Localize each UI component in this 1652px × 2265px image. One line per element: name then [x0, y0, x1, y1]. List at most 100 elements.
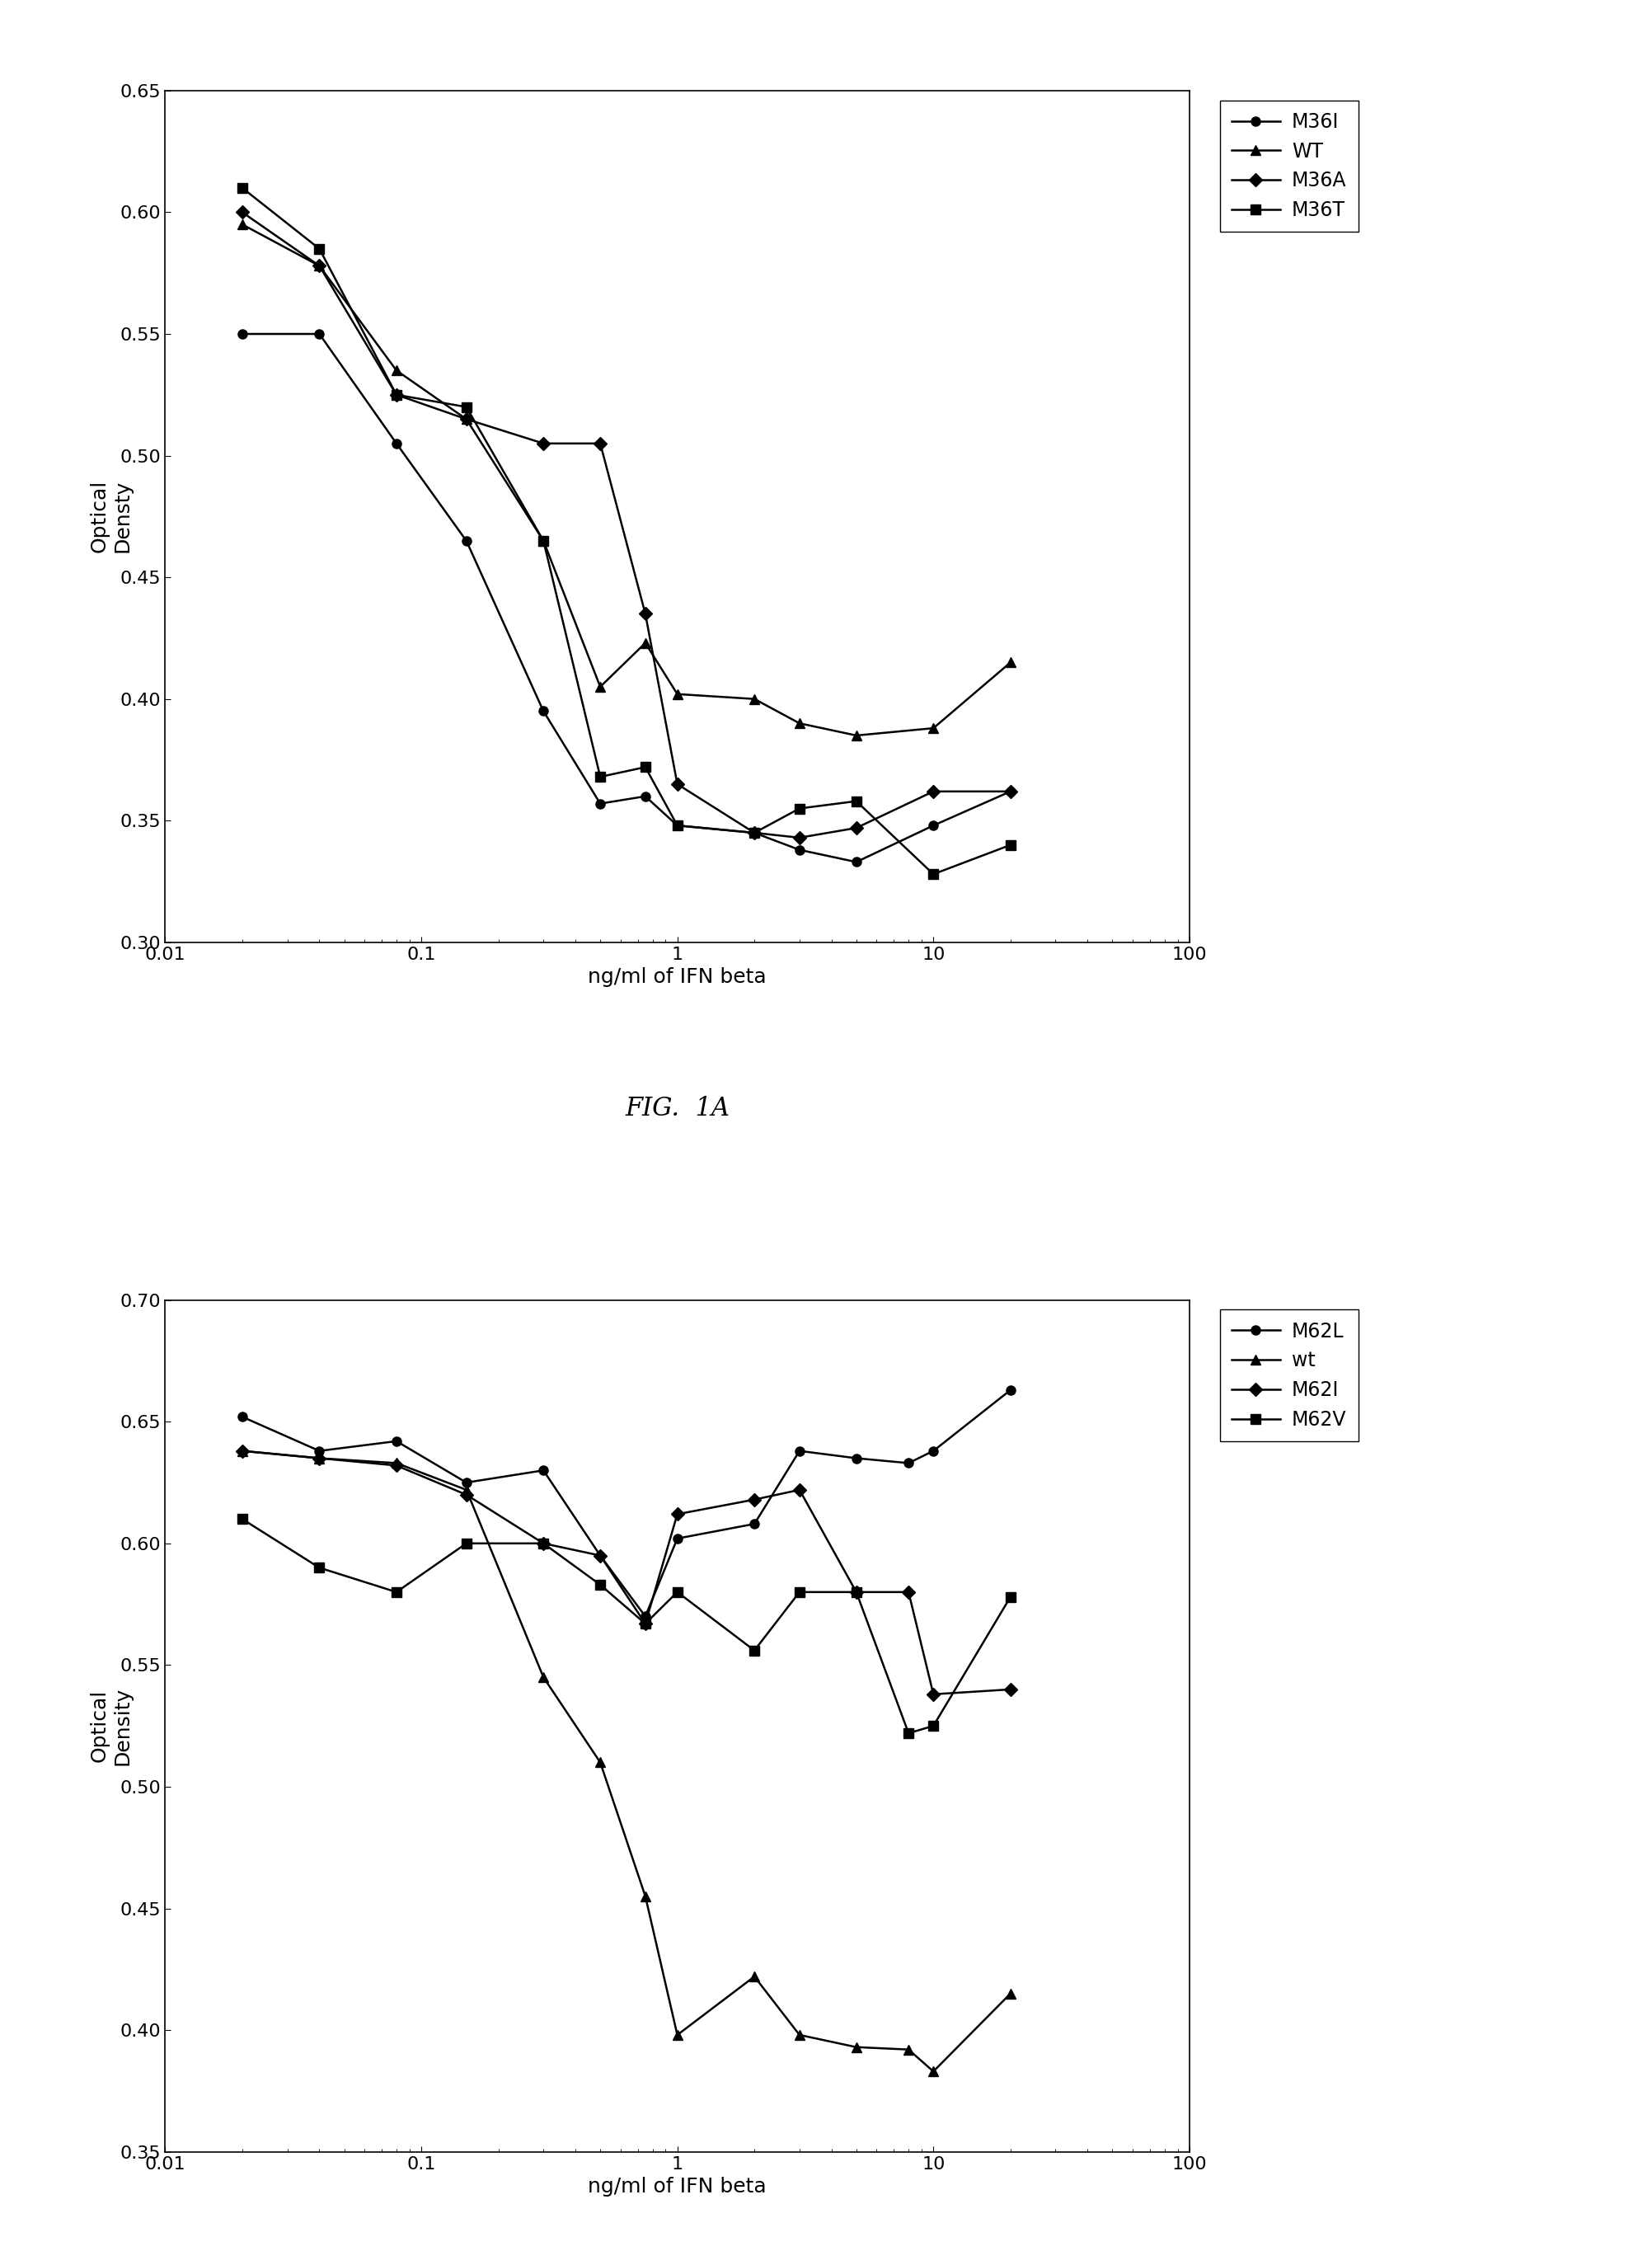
M36A [534, 430, 553, 458]
M36T [846, 788, 866, 815]
X-axis label: ng/ml of IFN beta: ng/ml of IFN beta [588, 967, 767, 988]
M62V [667, 1579, 687, 1606]
M36A [790, 824, 809, 852]
M62V [923, 1712, 943, 1740]
M36T [590, 763, 610, 790]
Line: WT: WT [238, 220, 1014, 741]
M62V [636, 1610, 656, 1638]
M62L [456, 1470, 476, 1497]
M36I [534, 698, 553, 725]
M62I [590, 1542, 610, 1570]
M62I [387, 1452, 406, 1479]
WT [1001, 648, 1021, 675]
M62I [636, 1610, 656, 1638]
M36I [846, 849, 866, 877]
Legend: M62L, wt, M62I, M62V: M62L, wt, M62I, M62V [1219, 1309, 1358, 1441]
M36I [387, 430, 406, 458]
M62V [534, 1529, 553, 1556]
M36A [923, 777, 943, 804]
X-axis label: ng/ml of IFN beta: ng/ml of IFN beta [588, 2177, 767, 2197]
Legend: M36I, WT, M36A, M36T: M36I, WT, M36A, M36T [1219, 100, 1358, 231]
Line: wt: wt [238, 1447, 1014, 2077]
M62L [667, 1524, 687, 1552]
M62L [1001, 1377, 1021, 1404]
WT [534, 528, 553, 555]
M36I [790, 836, 809, 863]
M36T [790, 795, 809, 822]
M36A [456, 405, 476, 433]
WT [846, 723, 866, 750]
M62I [899, 1579, 919, 1606]
M36T [923, 861, 943, 888]
M62I [923, 1681, 943, 1708]
Y-axis label: Optical
Densty: Optical Densty [89, 480, 132, 553]
M36I [590, 790, 610, 818]
M36A [745, 820, 765, 847]
wt [745, 1964, 765, 1991]
M62I [456, 1481, 476, 1508]
M62I [745, 1486, 765, 1513]
M62I [846, 1579, 866, 1606]
Y-axis label: Optical
Density: Optical Density [89, 1687, 132, 1764]
M36A [309, 251, 329, 279]
wt [456, 1477, 476, 1504]
M62L [309, 1438, 329, 1465]
M36I [745, 820, 765, 847]
M62L [899, 1450, 919, 1477]
M62V [846, 1579, 866, 1606]
WT [790, 709, 809, 736]
M36I [456, 528, 476, 555]
M36T [636, 754, 656, 781]
M62I [667, 1502, 687, 1529]
M36T [387, 381, 406, 408]
wt [790, 2020, 809, 2048]
M62L [590, 1542, 610, 1570]
M36T [745, 820, 765, 847]
M62V [1001, 1583, 1021, 1610]
M62V [233, 1506, 253, 1533]
M62L [846, 1445, 866, 1472]
WT [923, 713, 943, 741]
M36A [590, 430, 610, 458]
M36A [233, 199, 253, 227]
M62I [233, 1438, 253, 1465]
Line: M62L: M62L [238, 1386, 1014, 1622]
Line: M36I: M36I [238, 328, 1014, 867]
M62V [590, 1572, 610, 1599]
M36A [636, 600, 656, 627]
M36A [387, 381, 406, 408]
M36I [923, 811, 943, 838]
M62V [899, 1719, 919, 1746]
M62L [534, 1456, 553, 1484]
M36I [667, 811, 687, 838]
M36I [1001, 777, 1021, 804]
WT [667, 680, 687, 707]
M36I [636, 784, 656, 811]
wt [387, 1450, 406, 1477]
Line: M36A: M36A [238, 208, 1014, 843]
wt [534, 1663, 553, 1690]
Line: M36T: M36T [238, 183, 1014, 879]
WT [233, 211, 253, 238]
M36I [233, 319, 253, 347]
WT [590, 673, 610, 700]
M36A [667, 770, 687, 797]
Text: FIG.  1A: FIG. 1A [624, 1096, 730, 1121]
M62L [790, 1438, 809, 1465]
wt [923, 2059, 943, 2086]
M36T [309, 236, 329, 263]
wt [667, 2020, 687, 2048]
Line: M62V: M62V [238, 1515, 1014, 1737]
M36T [456, 394, 476, 421]
wt [309, 1445, 329, 1472]
M36T [233, 174, 253, 202]
M36A [846, 815, 866, 843]
wt [899, 2036, 919, 2063]
WT [309, 251, 329, 279]
WT [387, 358, 406, 385]
M62I [790, 1477, 809, 1504]
M36T [1001, 831, 1021, 858]
M62L [923, 1438, 943, 1465]
M62L [636, 1604, 656, 1631]
wt [636, 1882, 656, 1909]
